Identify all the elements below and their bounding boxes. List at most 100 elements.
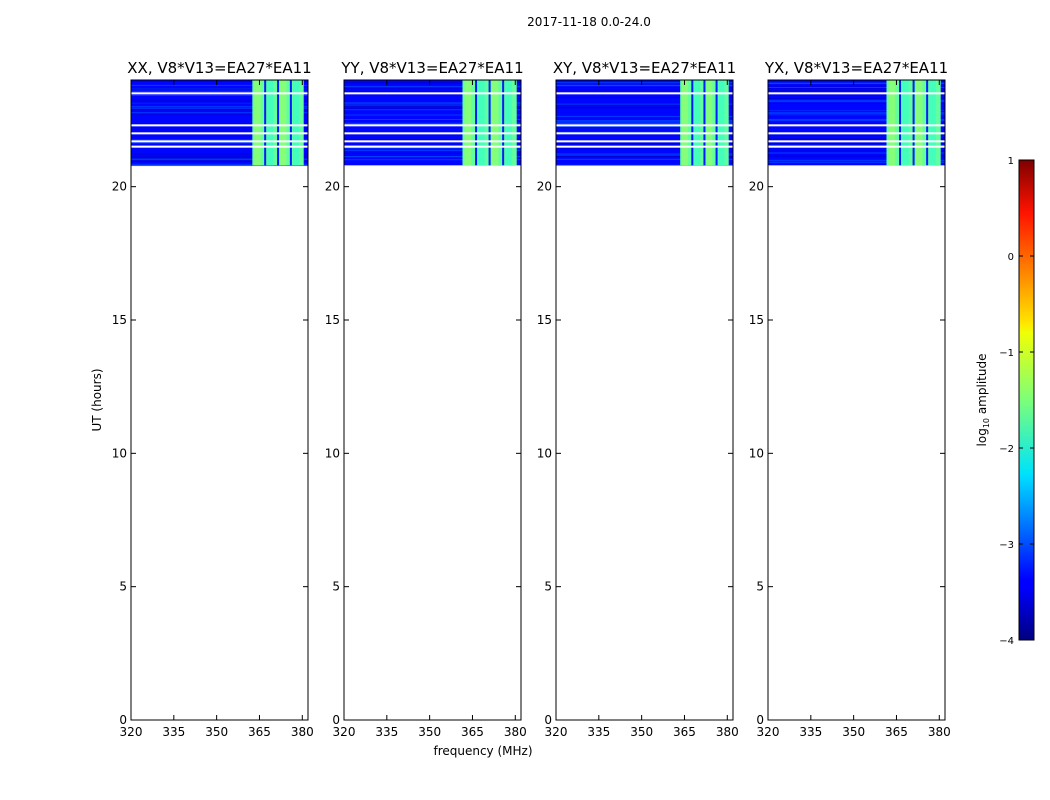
x-tick-label: 320 bbox=[333, 725, 356, 739]
band-stripe bbox=[915, 80, 923, 166]
noise-streak bbox=[768, 134, 945, 136]
y-tick-label: 15 bbox=[749, 313, 764, 327]
band-gap bbox=[475, 80, 478, 166]
band-gap bbox=[502, 80, 505, 166]
x-axis: 320 335 350 365 380 bbox=[333, 80, 527, 739]
y-tick-label: 0 bbox=[119, 713, 127, 727]
noise-streak bbox=[556, 85, 733, 87]
x-axis-label: frequency (MHz) bbox=[433, 744, 532, 758]
y-tick-label: 15 bbox=[537, 313, 552, 327]
noise-streak bbox=[344, 82, 521, 84]
noise-streak bbox=[556, 126, 733, 128]
y-tick-label: 10 bbox=[325, 446, 340, 460]
y-tick-label: 15 bbox=[325, 313, 340, 327]
noise-streak bbox=[556, 106, 733, 108]
noise-streak bbox=[344, 156, 521, 158]
x-tick-label: 320 bbox=[757, 725, 780, 739]
plot-frame bbox=[343, 79, 522, 721]
noise-streak bbox=[131, 112, 308, 114]
flagged-row bbox=[768, 140, 945, 143]
band-stripe bbox=[464, 80, 472, 166]
x-axis: 320 335 350 365 380 bbox=[120, 80, 314, 739]
colorbar-tick-label: −1 bbox=[999, 348, 1014, 359]
noise-streak bbox=[556, 122, 733, 124]
noise-streak bbox=[768, 138, 945, 140]
noise-streak bbox=[556, 148, 733, 150]
noise-streak bbox=[344, 114, 521, 116]
noise-streak bbox=[344, 156, 521, 158]
flagged-row bbox=[556, 124, 733, 127]
band-stripe bbox=[902, 80, 909, 166]
noise-streak bbox=[131, 163, 308, 165]
noise-streak bbox=[131, 110, 308, 112]
panel-xx: XX, V8*V13=EA27*EA11 320 335 350 365 380 0 5 1… bbox=[112, 59, 314, 739]
flagged-row bbox=[131, 140, 308, 143]
flagged-row bbox=[344, 124, 521, 127]
x-tick-label: 380 bbox=[716, 725, 739, 739]
y-tick-label: 0 bbox=[756, 713, 764, 727]
y-tick-label: 20 bbox=[537, 180, 552, 194]
noise-streak bbox=[131, 102, 308, 104]
noise-streak bbox=[556, 143, 733, 145]
noise-streak bbox=[768, 108, 945, 110]
x-tick-label: 380 bbox=[291, 725, 314, 739]
noise-streak bbox=[344, 109, 521, 111]
noise-streak bbox=[344, 102, 521, 104]
flagged-row bbox=[344, 140, 521, 143]
noise-streak bbox=[768, 97, 945, 99]
colorbar-tick-label: −4 bbox=[999, 636, 1014, 647]
y-axis: 0 5 10 15 20 bbox=[112, 180, 308, 727]
flagged-row bbox=[556, 140, 733, 143]
y-axis-label: UT (hours) bbox=[90, 368, 104, 431]
noise-streak bbox=[768, 87, 945, 89]
noise-streak bbox=[768, 85, 945, 87]
noise-streak bbox=[131, 129, 308, 131]
plot-frame bbox=[767, 79, 946, 721]
noise-streak bbox=[768, 159, 945, 161]
y-axis: 0 5 10 15 20 bbox=[537, 180, 733, 727]
noise-streak bbox=[768, 112, 945, 114]
colorbar-tick-label: 1 bbox=[1008, 156, 1014, 167]
noise-streak bbox=[768, 113, 945, 115]
noise-streak bbox=[131, 142, 308, 144]
x-tick-label: 365 bbox=[248, 725, 271, 739]
noise-streak bbox=[131, 153, 308, 155]
y-tick-label: 5 bbox=[544, 580, 552, 594]
noise-streak bbox=[131, 84, 308, 86]
noise-streak bbox=[344, 152, 521, 154]
plot-frame bbox=[555, 79, 734, 721]
noise-streak bbox=[768, 83, 945, 85]
colorbar: 1 0 −1 −2 −3 −4 log10 amplitude bbox=[975, 156, 1035, 647]
band-gap bbox=[899, 80, 902, 166]
noise-streak bbox=[556, 154, 733, 156]
x-tick-label: 365 bbox=[461, 725, 484, 739]
band-gap bbox=[912, 80, 915, 166]
flagged-row bbox=[131, 124, 308, 127]
x-tick-label: 335 bbox=[375, 725, 398, 739]
noise-streak bbox=[556, 87, 733, 89]
band-stripe bbox=[682, 80, 689, 166]
band-stripe bbox=[929, 80, 936, 166]
noise-streak bbox=[131, 165, 308, 167]
x-axis: 320 335 350 365 380 bbox=[757, 80, 951, 739]
noise-streak bbox=[344, 134, 521, 136]
noise-streak bbox=[131, 139, 308, 141]
flagged-row bbox=[344, 132, 521, 135]
noise-streak bbox=[768, 99, 945, 101]
y-tick-label: 5 bbox=[119, 580, 127, 594]
noise-streak bbox=[131, 113, 308, 115]
panel-xy: XY, V8*V13=EA27*EA11 320 335 350 365 380 0 5 1… bbox=[537, 59, 739, 739]
figure-suptitle: 2017-11-18 0.0-24.0 bbox=[527, 15, 651, 29]
band-gap bbox=[488, 80, 491, 166]
noise-streak bbox=[768, 156, 945, 158]
panel-title: XX, V8*V13=EA27*EA11 bbox=[127, 59, 311, 77]
noise-streak bbox=[131, 123, 308, 125]
noise-streak bbox=[768, 118, 945, 120]
noise-streak bbox=[344, 122, 521, 124]
noise-streak bbox=[556, 82, 733, 84]
noise-streak bbox=[556, 83, 733, 85]
noise-streak bbox=[344, 104, 521, 106]
noise-streak bbox=[556, 84, 733, 86]
band-gap bbox=[264, 80, 267, 166]
noise-streak bbox=[131, 108, 308, 110]
